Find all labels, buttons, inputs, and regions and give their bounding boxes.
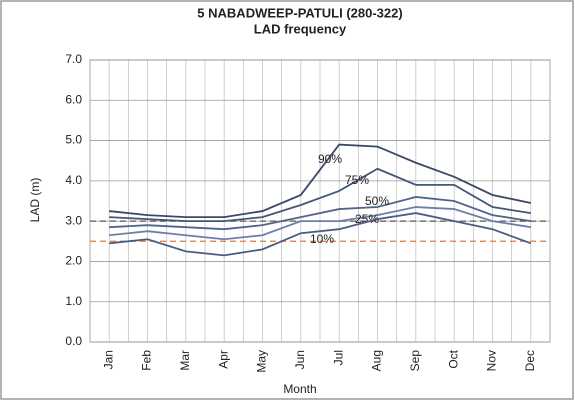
series-label: 75% bbox=[345, 173, 369, 187]
series-line bbox=[109, 206, 531, 241]
chart-subtitle: LAD frequency bbox=[254, 21, 347, 36]
x-tick-label: Mar bbox=[178, 350, 192, 371]
x-tick-label: Jan bbox=[101, 350, 115, 369]
y-tick-label: 0.0 bbox=[65, 334, 82, 348]
y-tick-label: 4.0 bbox=[65, 173, 82, 187]
series-line bbox=[109, 167, 531, 223]
x-tick-label: Oct bbox=[446, 349, 460, 368]
x-tick-label: Feb bbox=[140, 350, 154, 371]
x-tick-label: Sep bbox=[408, 350, 422, 372]
y-tick-label: 7.0 bbox=[65, 52, 82, 66]
series-line bbox=[109, 212, 532, 257]
y-tick-label: 2.0 bbox=[65, 254, 82, 268]
x-tick-label: Dec bbox=[523, 350, 537, 371]
series-line bbox=[109, 143, 532, 219]
x-tick-label: Nov bbox=[485, 350, 499, 371]
y-tick-label: 6.0 bbox=[65, 92, 82, 106]
y-tick-label: 1.0 bbox=[65, 294, 82, 308]
series-label: 50% bbox=[365, 194, 389, 208]
x-tick-label: Aug bbox=[370, 350, 384, 371]
series-line bbox=[109, 196, 531, 231]
chart-title: 5 NABADWEEP-PATULI (280-322) bbox=[197, 5, 402, 20]
x-tick-label: May bbox=[255, 350, 269, 373]
x-tick-label: Apr bbox=[216, 350, 230, 369]
x-tick-label: Jul bbox=[331, 350, 345, 365]
series-label: 10% bbox=[310, 232, 334, 246]
y-tick-label: 3.0 bbox=[65, 213, 82, 227]
y-tick-label: 5.0 bbox=[65, 133, 82, 147]
x-tick-label: Jun bbox=[293, 350, 307, 369]
y-axis-label: LAD (m) bbox=[28, 178, 42, 223]
series-label: 90% bbox=[318, 152, 342, 166]
x-axis-label: Month bbox=[283, 382, 316, 396]
